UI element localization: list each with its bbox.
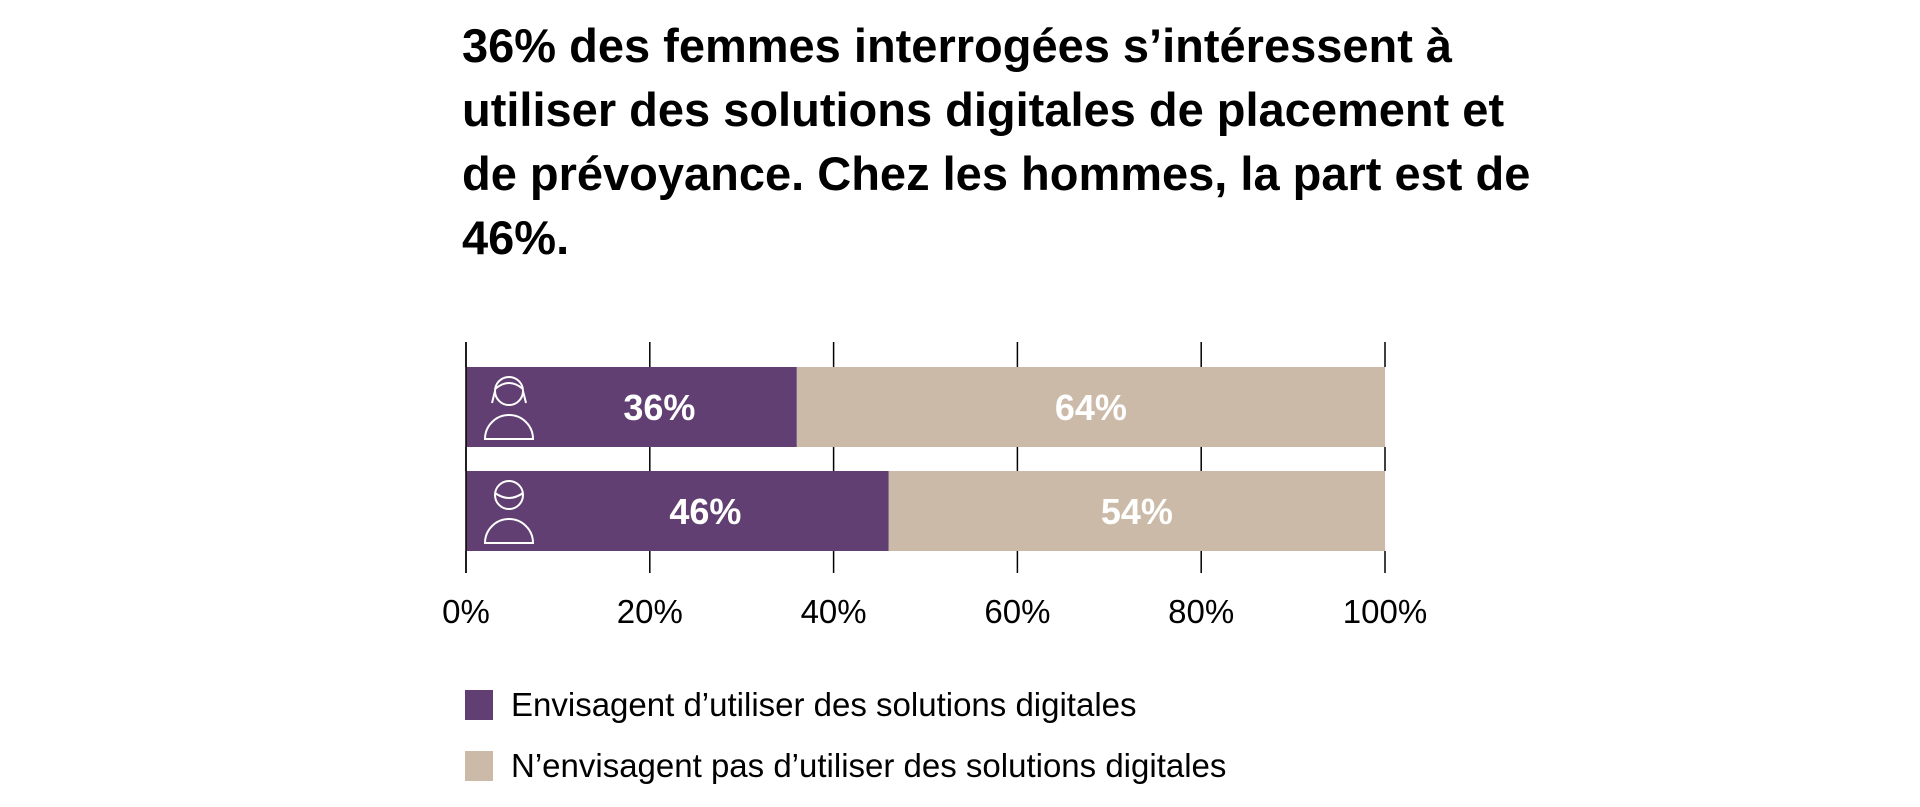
legend-label: N’envisagent pas d’utiliser des solution… [511,747,1227,784]
tick-label: 100% [1343,593,1427,630]
data-label: 36% [623,387,695,428]
legend-item-1: N’envisagent pas d’utiliser des solution… [465,747,1226,785]
tick-label: 0% [442,593,490,630]
bar-0-hommes [466,471,889,551]
bar-1-femmes [796,367,1385,447]
bar-1-hommes [888,471,1385,551]
woman-icon [483,376,535,440]
tick-label: 20% [617,593,683,630]
legend-item-0: Envisagent d’utiliser des solutions digi… [465,686,1137,724]
data-label: 46% [669,491,741,532]
man-icon [483,480,535,544]
legend-swatch [465,751,493,781]
legend-label: Envisagent d’utiliser des solutions digi… [511,686,1137,723]
chart-title: 36% des femmes interrogées s’intéressent… [462,19,1531,264]
tick-label: 40% [801,593,867,630]
tick-label: 60% [984,593,1050,630]
legend-swatch [465,690,493,720]
tick-label: 80% [1168,593,1234,630]
data-label: 64% [1055,387,1127,428]
data-label: 54% [1101,491,1173,532]
bar-0-femmes [466,367,797,447]
